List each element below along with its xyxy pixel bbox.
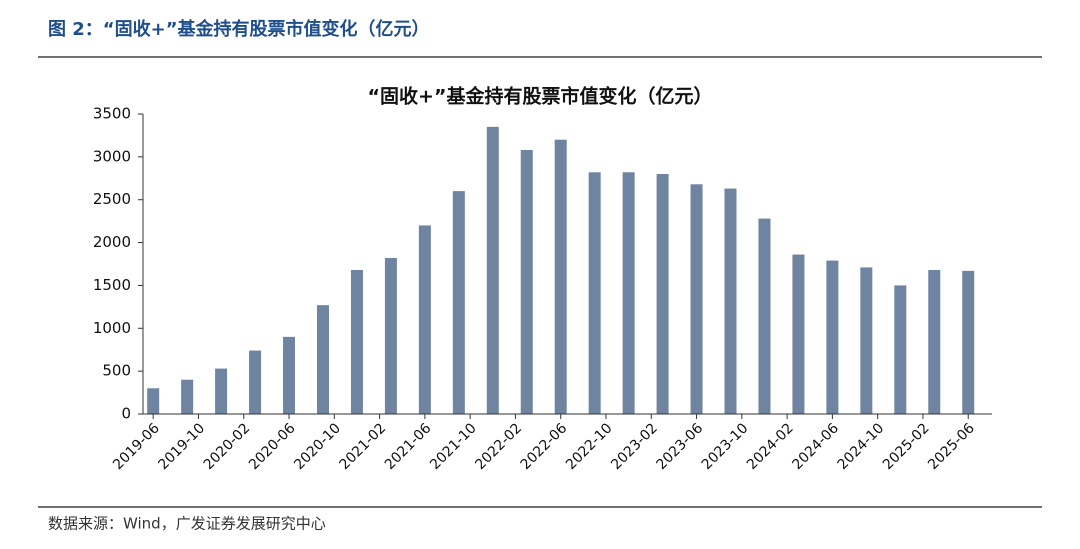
bar bbox=[384, 258, 397, 414]
bar bbox=[486, 126, 499, 414]
y-tick-label: 3500 bbox=[93, 105, 131, 123]
x-tick-label: 2023-10 bbox=[699, 420, 752, 473]
x-tick-label: 2023-02 bbox=[608, 420, 661, 473]
y-tick-label: 3000 bbox=[93, 147, 131, 165]
bar bbox=[724, 188, 737, 414]
bar bbox=[622, 172, 635, 414]
x-tick-label: 2021-06 bbox=[382, 420, 435, 473]
bar bbox=[215, 368, 228, 414]
bar bbox=[656, 174, 669, 414]
x-tick-label: 2024-06 bbox=[789, 420, 842, 473]
bar bbox=[283, 336, 296, 414]
figure-title: 图 2：“固收+”基金持有股票市值变化（亿元） bbox=[48, 18, 430, 40]
bar bbox=[826, 260, 839, 414]
bar bbox=[962, 270, 975, 414]
x-tick-label: 2021-02 bbox=[337, 420, 390, 473]
source: 数据来源：Wind，广发证券发展研究中心 bbox=[48, 515, 326, 533]
x-tick-label: 2021-10 bbox=[427, 420, 480, 473]
chart-title: “固收+”基金持有股票市值变化（亿元） bbox=[368, 85, 713, 108]
y-tick-label: 500 bbox=[102, 362, 131, 380]
bar bbox=[690, 184, 703, 414]
x-tick-label: 2019-06 bbox=[110, 420, 163, 473]
x-tick-label: 2023-06 bbox=[654, 420, 707, 473]
x-tick-label: 2020-10 bbox=[291, 420, 344, 473]
x-tick-label: 2020-02 bbox=[201, 420, 254, 473]
bar bbox=[758, 218, 771, 414]
y-tick-label: 0 bbox=[121, 405, 131, 423]
y-tick-label: 1000 bbox=[93, 319, 131, 337]
x-tick-label: 2025-02 bbox=[880, 420, 933, 473]
bar bbox=[554, 139, 567, 414]
y-tick-label: 1500 bbox=[93, 276, 131, 294]
bar bbox=[894, 285, 907, 414]
bar bbox=[860, 267, 873, 414]
bar bbox=[520, 150, 533, 414]
x-tick-label: 2024-02 bbox=[744, 420, 797, 473]
bar bbox=[249, 350, 262, 414]
bar bbox=[792, 254, 805, 414]
x-tick-label: 2025-06 bbox=[925, 420, 978, 473]
bar bbox=[588, 172, 601, 414]
bar bbox=[452, 191, 465, 414]
x-tick-label: 2020-06 bbox=[246, 420, 299, 473]
bar bbox=[316, 305, 329, 414]
x-tick-label: 2024-10 bbox=[835, 420, 888, 473]
y-tick-label: 2500 bbox=[93, 190, 131, 208]
bar bbox=[418, 225, 431, 414]
x-tick-label: 2022-06 bbox=[518, 420, 571, 473]
bar bbox=[350, 270, 363, 414]
y-tick-label: 2000 bbox=[93, 233, 131, 251]
x-tick-label: 2019-10 bbox=[155, 420, 208, 473]
bar bbox=[181, 379, 194, 414]
bar bbox=[147, 388, 160, 414]
bar bbox=[928, 270, 941, 414]
x-tick-label: 2022-02 bbox=[472, 420, 525, 473]
x-tick-label: 2022-10 bbox=[563, 420, 616, 473]
